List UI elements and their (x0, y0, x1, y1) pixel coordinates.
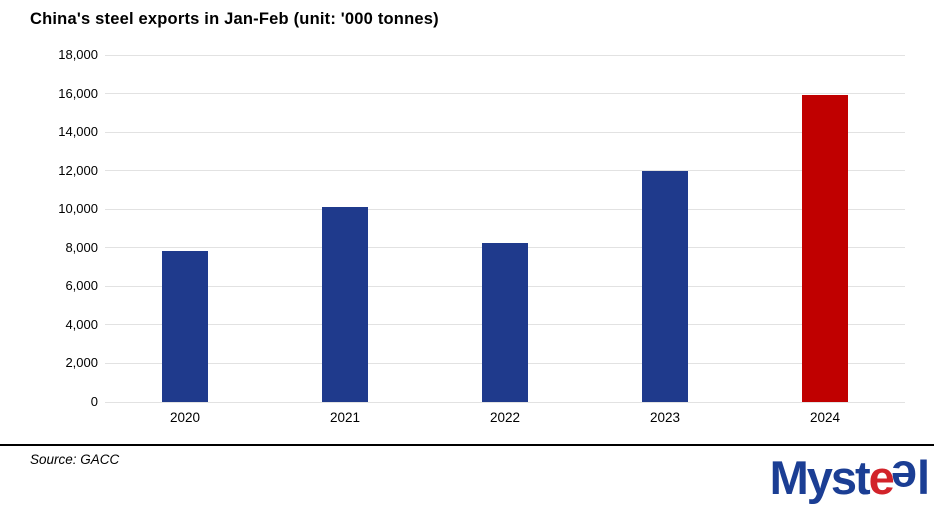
x-tick-label-2021: 2021 (329, 410, 361, 425)
gridline-10000 (105, 208, 905, 210)
mysteel-logo: Mysteel (769, 451, 930, 505)
bar-2020 (162, 251, 208, 402)
gridline-16000 (105, 93, 905, 95)
logo-part-e-blue: e (892, 451, 917, 505)
gridline-12000 (105, 170, 905, 172)
chart-title: China's steel exports in Jan-Feb (unit: … (30, 10, 439, 28)
y-tick-label-6000: 6,000 (65, 278, 98, 294)
gridline-14000 (105, 131, 905, 133)
source-note: Source: GACC (30, 452, 120, 467)
y-tick-label-12000: 12,000 (58, 162, 98, 178)
logo-part-l: l (916, 451, 930, 504)
gridline-0 (105, 401, 905, 403)
bar-2022 (482, 243, 528, 402)
y-tick-label-18000: 18,000 (58, 47, 98, 62)
y-tick-label-16000: 16,000 (58, 85, 98, 101)
bar-2023 (642, 171, 688, 402)
bar-2024 (802, 95, 848, 402)
x-tick-label-2023: 2023 (649, 410, 681, 425)
x-tick-label-2022: 2022 (489, 410, 521, 425)
y-tick-label-0: 0 (90, 394, 98, 409)
y-tick-label-4000: 4,000 (65, 316, 98, 332)
x-tick-label-2024: 2024 (809, 410, 841, 425)
y-tick-label-14000: 14,000 (58, 124, 98, 140)
bar-2021 (322, 207, 368, 402)
footer-divider (0, 444, 934, 446)
logo-part-myst: Myst (769, 451, 871, 504)
plot-area (105, 54, 905, 403)
y-tick-label-8000: 8,000 (65, 239, 98, 255)
logo-part-e-red: e (868, 451, 895, 504)
y-tick-label-2000: 2,000 (65, 355, 98, 371)
x-tick-label-2020: 2020 (169, 410, 201, 425)
y-tick-label-10000: 10,000 (58, 201, 98, 217)
gridline-18000 (105, 54, 905, 56)
